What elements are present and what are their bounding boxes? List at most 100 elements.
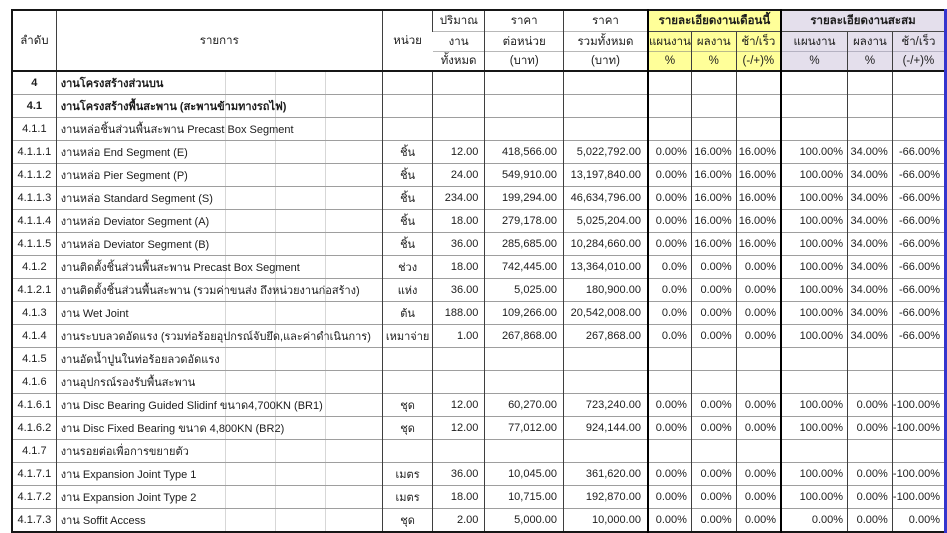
cell-cum-plan[interactable]: 100.00% [780, 393, 848, 417]
cell-quantity[interactable]: 2.00 [432, 508, 485, 532]
cell-cum-plan[interactable] [780, 347, 848, 371]
cell-description[interactable]: งาน Disc Fixed Bearing ขนาด 4,800KN (BR2… [55, 416, 383, 440]
cell-cum-plan[interactable] [780, 439, 848, 463]
cell-no[interactable]: 4.1.1.4 [12, 209, 57, 233]
cell-description[interactable]: งานหล่อ End Segment (E) [55, 140, 383, 164]
cell-description[interactable]: งานอัดน้ำปูนในท่อร้อยลวดอัดแรง [55, 347, 383, 371]
cell-cum-actual[interactable]: 34.00% [847, 278, 893, 302]
cell-cum-actual[interactable]: 34.00% [847, 140, 893, 164]
cell-cum-plan[interactable]: 100.00% [780, 163, 848, 187]
header-col-qty-line1[interactable]: ปริมาณ [432, 10, 485, 32]
cell-description[interactable]: งานหล่อ Standard Segment (S) [55, 186, 383, 210]
cell-cum-plan[interactable]: 100.00% [780, 186, 848, 210]
header-cum-plan-label[interactable]: แผนงาน [780, 31, 848, 52]
cell-quantity[interactable] [432, 347, 485, 371]
cell-cum-actual[interactable] [847, 117, 893, 141]
cell-unit-price[interactable] [484, 370, 564, 394]
cell-month-diff[interactable]: 16.00% [735, 163, 782, 187]
cell-quantity[interactable]: 18.00 [432, 209, 485, 233]
cell-unit-price[interactable]: 418,566.00 [484, 140, 564, 164]
cell-no[interactable]: 4.1.7 [12, 439, 57, 463]
cell-cum-diff[interactable]: -66.00% [891, 163, 946, 187]
cell-cum-actual[interactable]: 0.00% [847, 393, 893, 417]
cell-unit[interactable]: แห่ง [381, 278, 433, 302]
cell-description[interactable]: งาน Soffit Access [55, 508, 383, 532]
header-col-unit-price-line1[interactable]: ราคา [484, 10, 564, 32]
cell-cum-actual[interactable]: 34.00% [847, 163, 893, 187]
cell-cum-diff[interactable] [891, 347, 946, 371]
cell-month-plan[interactable]: 0.00% [646, 462, 692, 486]
cell-month-actual[interactable] [690, 94, 737, 118]
header-col-qty-line2[interactable]: งาน [432, 31, 485, 52]
cell-unit[interactable]: ชิ้น [381, 209, 433, 233]
cell-description[interactable]: งาน Expansion Joint Type 1 [55, 462, 383, 486]
header-cum-actual-label[interactable]: ผลงาน [847, 31, 893, 52]
cell-unit-price[interactable]: 5,025.00 [484, 278, 564, 302]
cell-quantity[interactable]: 24.00 [432, 163, 485, 187]
cell-unit[interactable]: ต้น [381, 301, 433, 325]
cell-description[interactable]: งาน Expansion Joint Type 2 [55, 485, 383, 509]
cell-cum-actual[interactable] [847, 94, 893, 118]
cell-total-price[interactable]: 192,870.00 [562, 485, 648, 509]
cell-month-diff[interactable] [735, 117, 782, 141]
cell-total-price[interactable]: 361,620.00 [562, 462, 648, 486]
cell-total-price[interactable] [562, 70, 648, 95]
header-cum-diff-unit[interactable]: (-/+)% [891, 51, 946, 71]
cell-cum-diff[interactable]: -100.00% [891, 416, 946, 440]
cell-cum-diff[interactable]: -66.00% [891, 186, 946, 210]
header-col-desc[interactable]: รายการ [55, 10, 383, 71]
cell-month-diff[interactable] [735, 439, 782, 463]
cell-unit[interactable]: เหมาจ่าย [381, 324, 433, 348]
cell-unit-price[interactable]: 267,868.00 [484, 324, 564, 348]
cell-cum-actual[interactable]: 0.00% [847, 416, 893, 440]
cell-month-diff[interactable]: 16.00% [735, 209, 782, 233]
cell-month-plan[interactable]: 0.00% [646, 232, 692, 256]
header-col-unit[interactable]: หน่วย [381, 10, 433, 71]
cell-description[interactable]: งานอุปกรณ์รองรับพื้นสะพาน [55, 370, 383, 394]
cell-cum-plan[interactable]: 100.00% [780, 209, 848, 233]
cell-cum-plan[interactable]: 100.00% [780, 462, 848, 486]
header-col-total-price-line3[interactable]: (บาท) [562, 51, 648, 71]
cell-month-actual[interactable] [690, 370, 737, 394]
cell-no[interactable]: 4.1.1.2 [12, 163, 57, 187]
cell-unit[interactable]: ชุด [381, 416, 433, 440]
cell-month-actual[interactable]: 0.00% [690, 462, 737, 486]
cell-unit-price[interactable]: 10,045.00 [484, 462, 564, 486]
cell-no[interactable]: 4.1.1 [12, 117, 57, 141]
cell-cum-diff[interactable]: -66.00% [891, 255, 946, 279]
cell-unit[interactable]: เมตร [381, 485, 433, 509]
header-group-cum-title[interactable]: รายละเอียดงานสะสม [780, 10, 946, 32]
cell-unit-price[interactable]: 5,000.00 [484, 508, 564, 532]
cell-month-plan[interactable]: 0.0% [646, 255, 692, 279]
cell-description[interactable]: งานหล่อ Pier Segment (P) [55, 163, 383, 187]
cell-quantity[interactable]: 18.00 [432, 255, 485, 279]
cell-cum-diff[interactable]: -100.00% [891, 462, 946, 486]
cell-cum-plan[interactable]: 0.00% [780, 508, 848, 532]
cell-no[interactable]: 4.1.6.1 [12, 393, 57, 417]
cell-unit[interactable]: ชิ้น [381, 232, 433, 256]
cell-unit[interactable]: ชิ้น [381, 186, 433, 210]
cell-total-price[interactable] [562, 370, 648, 394]
cell-month-diff[interactable] [735, 94, 782, 118]
cell-month-plan[interactable] [646, 347, 692, 371]
cell-total-price[interactable]: 5,025,204.00 [562, 209, 648, 233]
cell-description[interactable]: งานโครงสร้างส่วนบน [55, 70, 383, 95]
cell-unit-price[interactable]: 279,178.00 [484, 209, 564, 233]
cell-cum-diff[interactable]: -66.00% [891, 324, 946, 348]
cell-cum-plan[interactable]: 100.00% [780, 301, 848, 325]
cell-unit[interactable]: ชิ้น [381, 163, 433, 187]
cell-unit[interactable] [381, 94, 433, 118]
cell-cum-diff[interactable]: 0.00% [891, 508, 946, 532]
cell-total-price[interactable] [562, 94, 648, 118]
cell-no[interactable]: 4.1 [12, 94, 57, 118]
cell-cum-plan[interactable] [780, 370, 848, 394]
cell-month-actual[interactable]: 16.00% [690, 186, 737, 210]
cell-description[interactable]: งานระบบลวดอัดแรง (รวมท่อร้อยอุปกรณ์จับยึ… [55, 324, 383, 348]
cell-quantity[interactable]: 12.00 [432, 140, 485, 164]
cell-cum-diff[interactable] [891, 370, 946, 394]
cell-month-diff[interactable]: 0.00% [735, 508, 782, 532]
cell-month-diff[interactable]: 0.00% [735, 255, 782, 279]
cell-unit-price[interactable] [484, 439, 564, 463]
cell-cum-actual[interactable]: 34.00% [847, 301, 893, 325]
cell-quantity[interactable]: 36.00 [432, 278, 485, 302]
